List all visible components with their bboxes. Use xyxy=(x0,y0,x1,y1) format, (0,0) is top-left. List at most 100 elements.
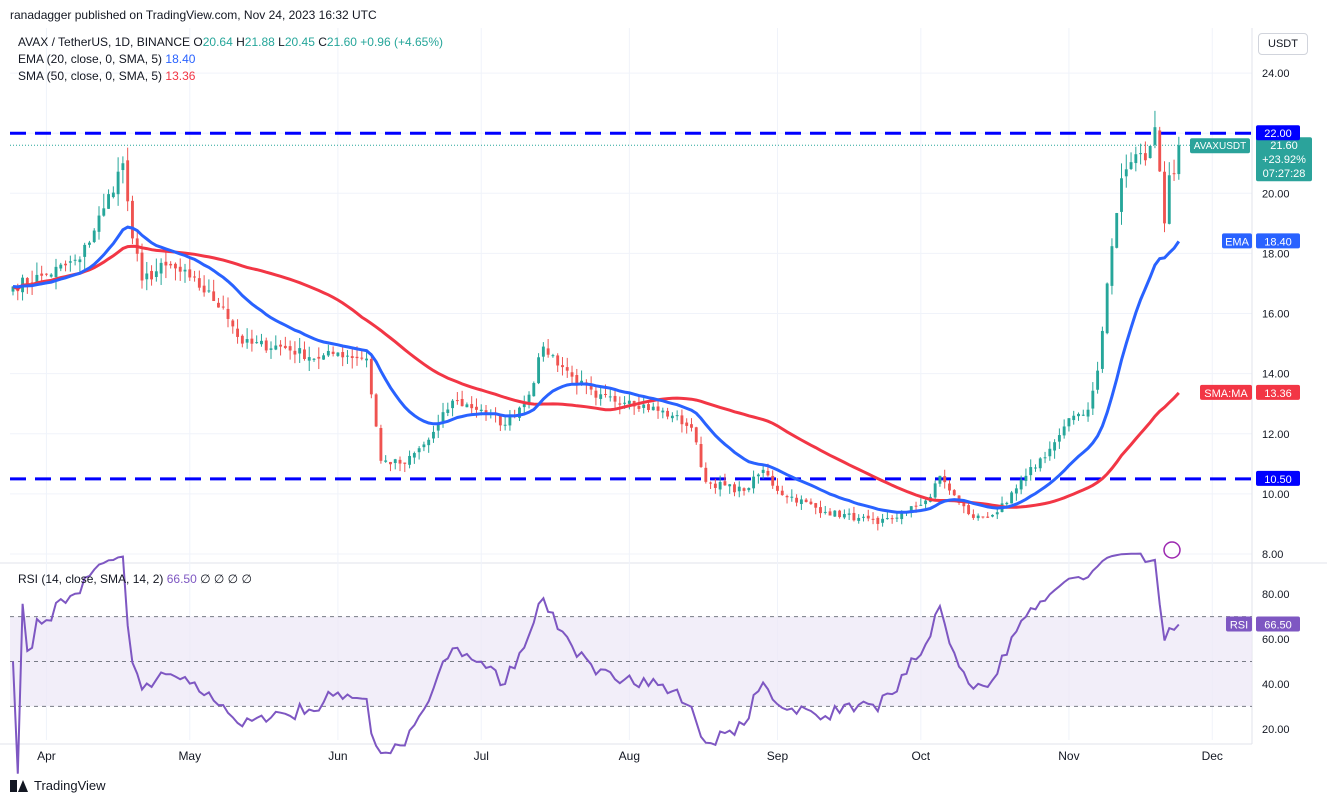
x-tick-label: Aug xyxy=(619,749,640,763)
candle-body xyxy=(527,394,531,405)
candle-body xyxy=(298,348,302,354)
candle-body xyxy=(637,405,641,409)
candle-body xyxy=(336,352,340,356)
ema-name-tag-bg xyxy=(1222,233,1252,249)
candle-body xyxy=(432,431,435,439)
y-tick-label: 18.00 xyxy=(1262,248,1290,260)
candle-body xyxy=(809,501,813,505)
candle-body xyxy=(795,497,799,503)
candle-body xyxy=(1110,246,1114,286)
candle-body xyxy=(666,410,670,417)
candle-body xyxy=(207,290,211,292)
price-pane xyxy=(10,28,1252,560)
candle-body xyxy=(919,504,923,506)
rsi-name-tag-bg xyxy=(1226,616,1252,632)
candle-body xyxy=(656,406,660,411)
candle-body xyxy=(379,428,383,461)
candle-body xyxy=(49,274,53,277)
sma-legend: SMA (50, close, 0, SMA, 5) 13.36 xyxy=(18,69,195,83)
candle-body xyxy=(1034,467,1037,469)
candle-body xyxy=(498,415,502,426)
candle-body xyxy=(274,345,278,350)
candle-body xyxy=(1167,175,1171,224)
candle-body xyxy=(460,398,464,407)
candle-body xyxy=(814,503,818,508)
candle-body xyxy=(718,482,722,490)
y-tick-label: 16.00 xyxy=(1262,309,1290,321)
candle-body xyxy=(303,349,306,360)
candle-body xyxy=(169,263,173,266)
candle-body xyxy=(900,512,904,520)
rsi-tick-label: 20.00 xyxy=(1262,724,1290,736)
candle-body xyxy=(742,488,746,491)
candle-body xyxy=(556,355,560,366)
ema-value-tag: 18.40 xyxy=(1264,236,1292,248)
candle-body xyxy=(384,460,388,462)
candle-body xyxy=(102,208,106,216)
currency-button[interactable]: USDT xyxy=(1258,33,1308,55)
candle-body xyxy=(842,514,846,518)
candle-body xyxy=(307,357,311,361)
candle-body xyxy=(890,518,894,520)
candle-body xyxy=(876,517,880,524)
candle-body xyxy=(847,513,851,515)
candle-body xyxy=(1105,283,1109,334)
ema-legend-label: EMA (20, close, 0, SMA, 5) xyxy=(18,52,163,66)
y-tick-label: 12.00 xyxy=(1262,429,1290,441)
x-tick-label: Jul xyxy=(474,749,489,763)
price-tag: 21.60 xyxy=(1270,140,1298,152)
candle-body xyxy=(776,485,779,491)
candle-body xyxy=(790,496,794,498)
candle-body xyxy=(642,404,646,408)
candle-body xyxy=(623,402,627,404)
candle-body xyxy=(1014,488,1018,494)
price-change: +0.96 (+4.65%) xyxy=(360,35,444,49)
candle-body xyxy=(608,396,612,398)
candle-body xyxy=(976,515,980,519)
candle-body xyxy=(441,412,445,422)
rsi-legend-extra: ∅ ∅ ∅ ∅ xyxy=(200,572,252,586)
rsi-value-tag-bg xyxy=(1256,616,1300,632)
candle-body xyxy=(690,424,693,428)
change-tag: +23.92% xyxy=(1262,154,1306,166)
candle-body xyxy=(823,511,827,513)
candle-body xyxy=(59,264,63,269)
candle-body xyxy=(1086,409,1090,417)
candle-body xyxy=(174,263,177,269)
candle-body xyxy=(1038,458,1042,469)
candle-body xyxy=(1057,435,1061,442)
rsi-line xyxy=(12,552,1180,774)
tradingview-logo[interactable]: TradingView xyxy=(10,778,106,793)
candle-body xyxy=(938,475,942,484)
candle-body xyxy=(733,484,736,493)
candle-body xyxy=(183,269,187,272)
candle-body xyxy=(369,358,373,395)
rsi-legend: RSI (14, close, SMA, 14, 2) 66.50 ∅ ∅ ∅ … xyxy=(18,572,252,586)
candle-body xyxy=(1010,492,1014,504)
candle-body xyxy=(647,404,650,410)
candle-body xyxy=(752,476,756,489)
candle-body xyxy=(64,263,67,266)
candle-body xyxy=(575,375,579,385)
candle-body xyxy=(756,474,760,477)
candle-body xyxy=(154,271,158,278)
ohlc-value: 20.64 xyxy=(202,35,237,49)
candle-body xyxy=(804,499,808,503)
candle-body xyxy=(828,511,832,516)
candle-body xyxy=(541,346,545,357)
candle-body xyxy=(465,404,469,408)
ema-legend: EMA (20, close, 0, SMA, 5) 18.40 xyxy=(18,52,195,66)
y-tick-label: 24.00 xyxy=(1262,68,1290,80)
candle-body xyxy=(943,476,947,483)
ohlc-key: C xyxy=(318,35,327,49)
candle-body xyxy=(217,302,220,308)
candle-body xyxy=(780,490,784,496)
sma-legend-label: SMA (50, close, 0, SMA, 5) xyxy=(18,69,163,83)
candle-body xyxy=(455,400,459,402)
candle-body xyxy=(962,502,966,507)
candle-body xyxy=(260,340,263,345)
candle-body xyxy=(909,506,913,511)
ema20-line xyxy=(12,225,1181,514)
candle-body xyxy=(1148,145,1152,158)
